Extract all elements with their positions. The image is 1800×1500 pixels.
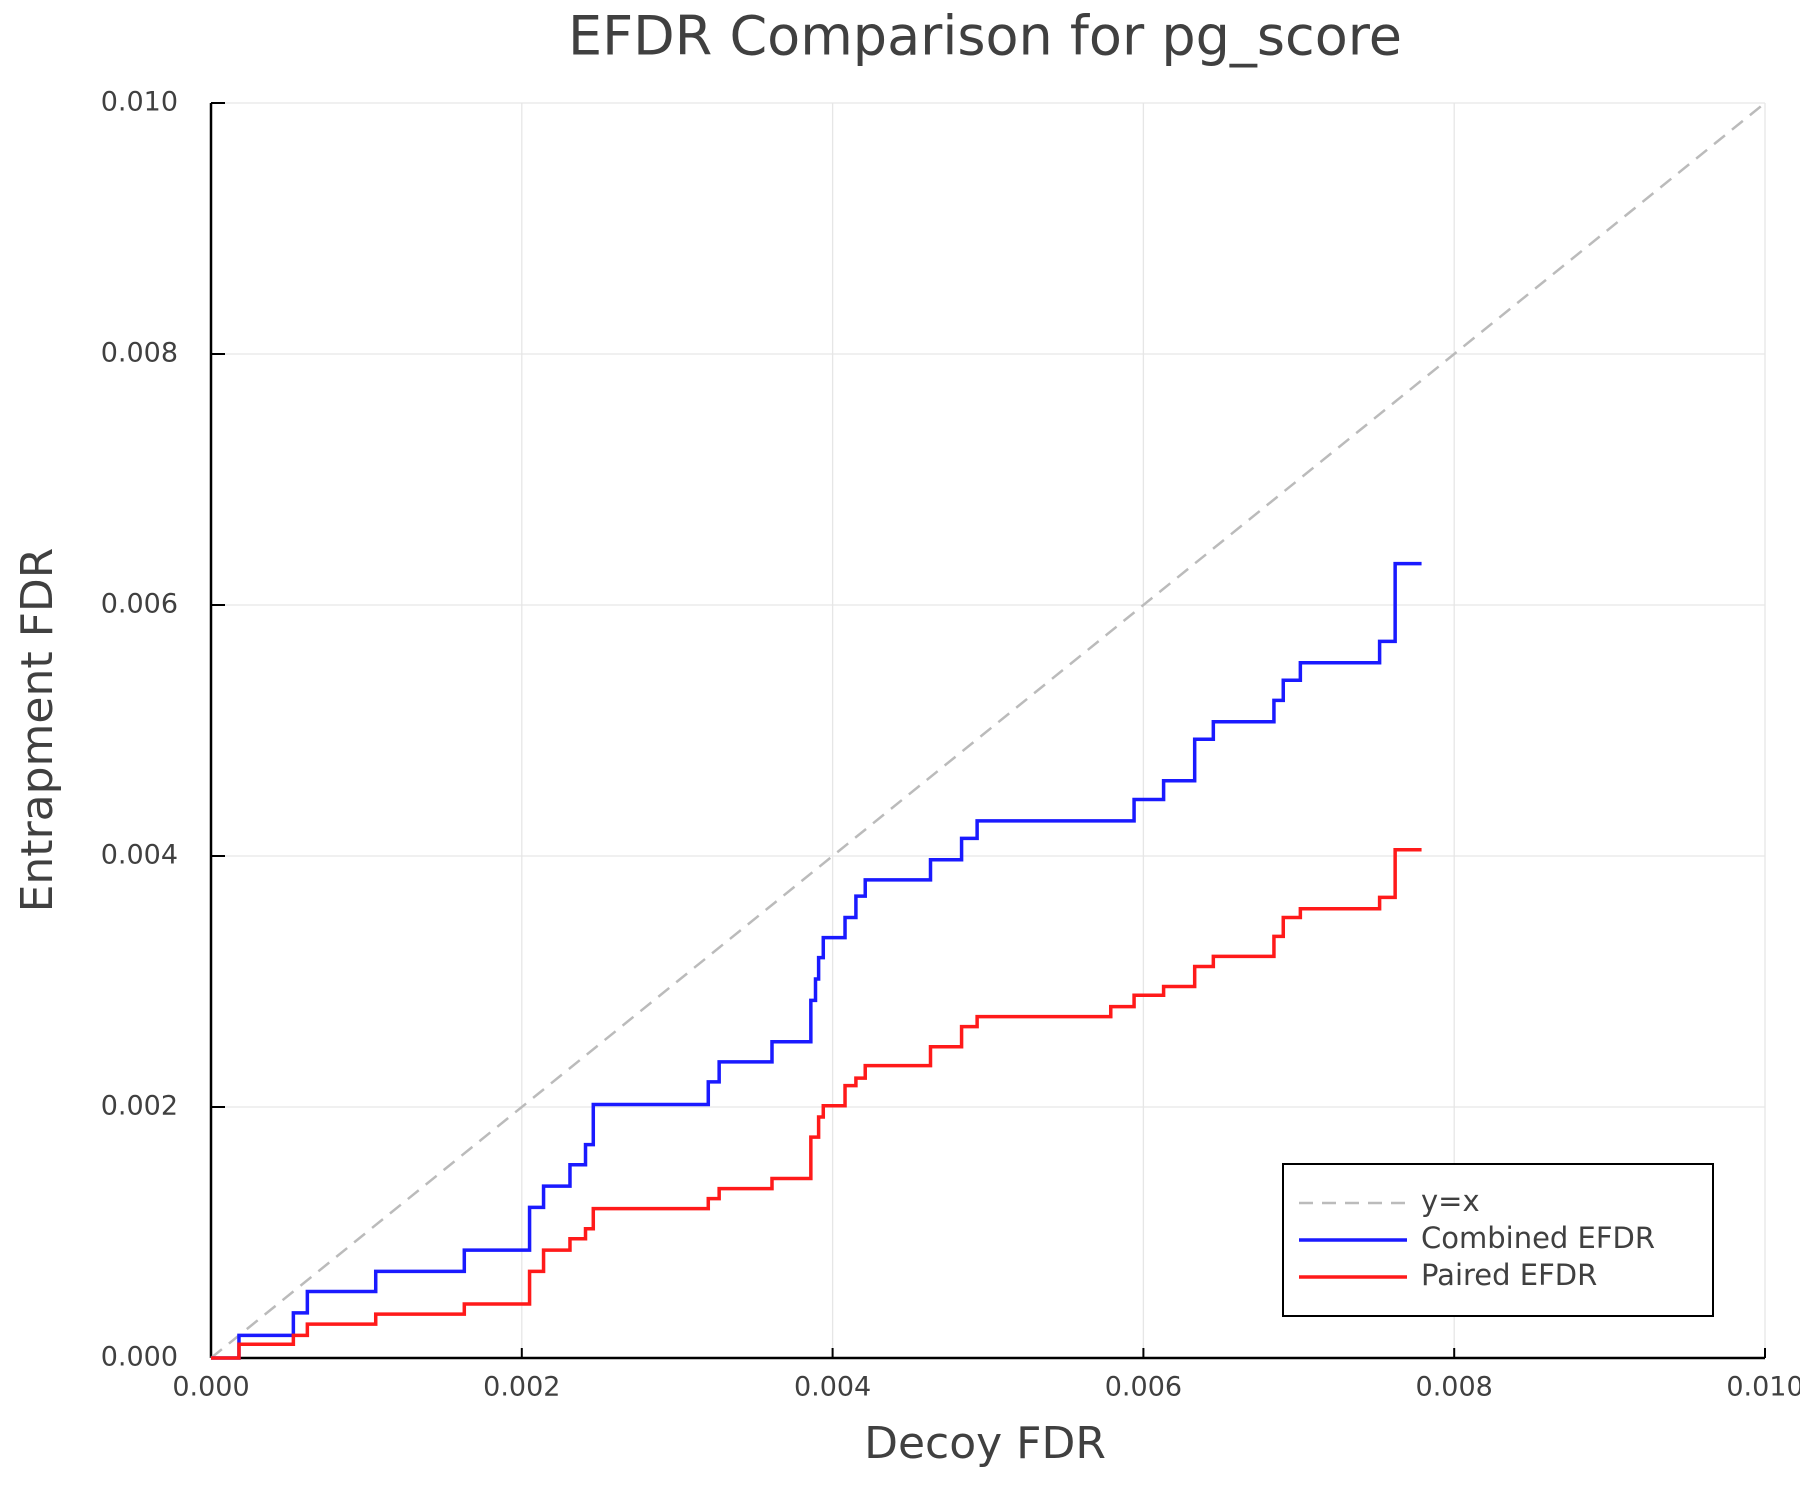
x-tick-label: 0.006 <box>1105 1372 1182 1403</box>
x-tick-label: 0.008 <box>1416 1372 1493 1403</box>
x-tick-label: 0.004 <box>794 1372 871 1403</box>
x-tick-label: 0.002 <box>483 1372 560 1403</box>
y-tick-label: 0.000 <box>101 1342 178 1373</box>
x-tick-label: 0.010 <box>1726 1372 1800 1403</box>
series-line <box>210 102 1766 1359</box>
legend-label: Combined EFDR <box>1421 1221 1655 1255</box>
y-tick-label: 0.008 <box>101 338 178 369</box>
y-tick-label: 0.004 <box>101 840 178 871</box>
y-tick-label: 0.006 <box>101 589 178 620</box>
legend-label: Paired EFDR <box>1421 1258 1597 1292</box>
x-axis-label: Decoy FDR <box>864 1418 1106 1469</box>
x-tick-label: 0.000 <box>172 1372 249 1403</box>
y-tick-label: 0.010 <box>101 87 178 118</box>
series-line <box>211 847 1422 1360</box>
series-line <box>211 561 1422 1360</box>
legend-label: y=x <box>1421 1184 1480 1218</box>
y-tick-label: 0.002 <box>101 1091 178 1122</box>
y-axis-label: Entrapment FDR <box>12 548 63 913</box>
chart-title: EFDR Comparison for pg_score <box>568 5 1402 68</box>
